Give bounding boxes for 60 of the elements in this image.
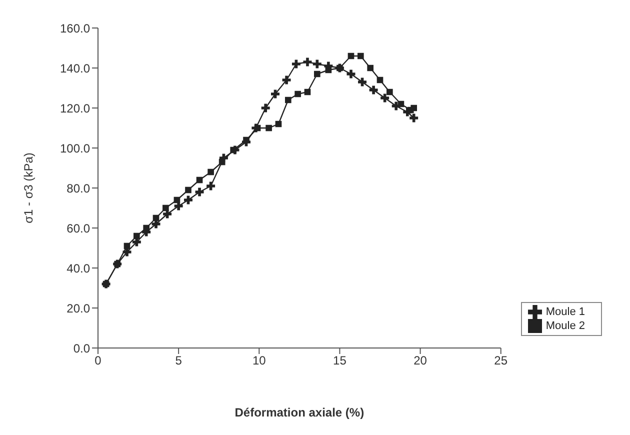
y-tick-label: 20.0	[66, 301, 90, 316]
y-tick-label: 160.0	[60, 21, 90, 36]
point	[314, 70, 320, 78]
point	[195, 188, 204, 196]
point	[369, 86, 378, 94]
point	[284, 96, 292, 104]
point	[410, 104, 418, 112]
point	[254, 124, 261, 132]
x-tick-label: 15	[333, 354, 347, 368]
point	[208, 168, 214, 176]
x-tick-label: 20	[414, 354, 428, 368]
point	[124, 242, 130, 250]
point	[325, 66, 332, 74]
point	[174, 196, 180, 204]
point	[348, 52, 354, 60]
point	[358, 78, 367, 86]
point	[292, 60, 300, 68]
legend-label: Moule 2	[546, 320, 585, 332]
point	[243, 136, 250, 144]
point	[275, 120, 282, 128]
point	[294, 90, 301, 98]
y-tick-label: 0.0	[73, 341, 90, 356]
point	[358, 52, 364, 60]
x-tick-label: 0	[94, 354, 102, 368]
point	[410, 114, 418, 122]
point	[184, 196, 192, 204]
point	[266, 124, 272, 132]
y-tick-label: 140.0	[60, 61, 90, 76]
point	[206, 182, 216, 190]
point	[162, 204, 169, 212]
y-tick-label: 40.0	[66, 261, 90, 276]
y-tick-label: 60.0	[66, 221, 90, 236]
point	[261, 104, 270, 112]
point	[152, 214, 160, 222]
point	[271, 90, 280, 98]
x-tick-label: 5	[175, 354, 182, 368]
point	[346, 70, 356, 78]
y-tick-label: 80.0	[66, 181, 90, 196]
point	[398, 100, 404, 108]
point	[185, 186, 192, 194]
x-tick-label: 10	[252, 354, 266, 368]
point	[196, 176, 203, 184]
legend-label: Moule 1	[546, 306, 585, 318]
point	[134, 232, 140, 240]
point	[303, 58, 312, 66]
point	[376, 76, 384, 84]
point	[230, 146, 237, 154]
point	[367, 64, 374, 72]
point	[312, 60, 322, 68]
y-axis-title: σ1 - σ3 (kPa)	[21, 152, 36, 224]
point	[380, 94, 390, 102]
point	[143, 224, 150, 232]
y-tick-label: 100.0	[60, 141, 90, 156]
y-tick-label: 120.0	[60, 101, 90, 116]
point	[386, 88, 393, 96]
point	[218, 158, 226, 166]
point	[282, 76, 291, 84]
x-tick-label: 25	[494, 354, 508, 368]
point	[304, 88, 311, 96]
x-axis-title: Déformation axiale (%)	[234, 406, 364, 420]
